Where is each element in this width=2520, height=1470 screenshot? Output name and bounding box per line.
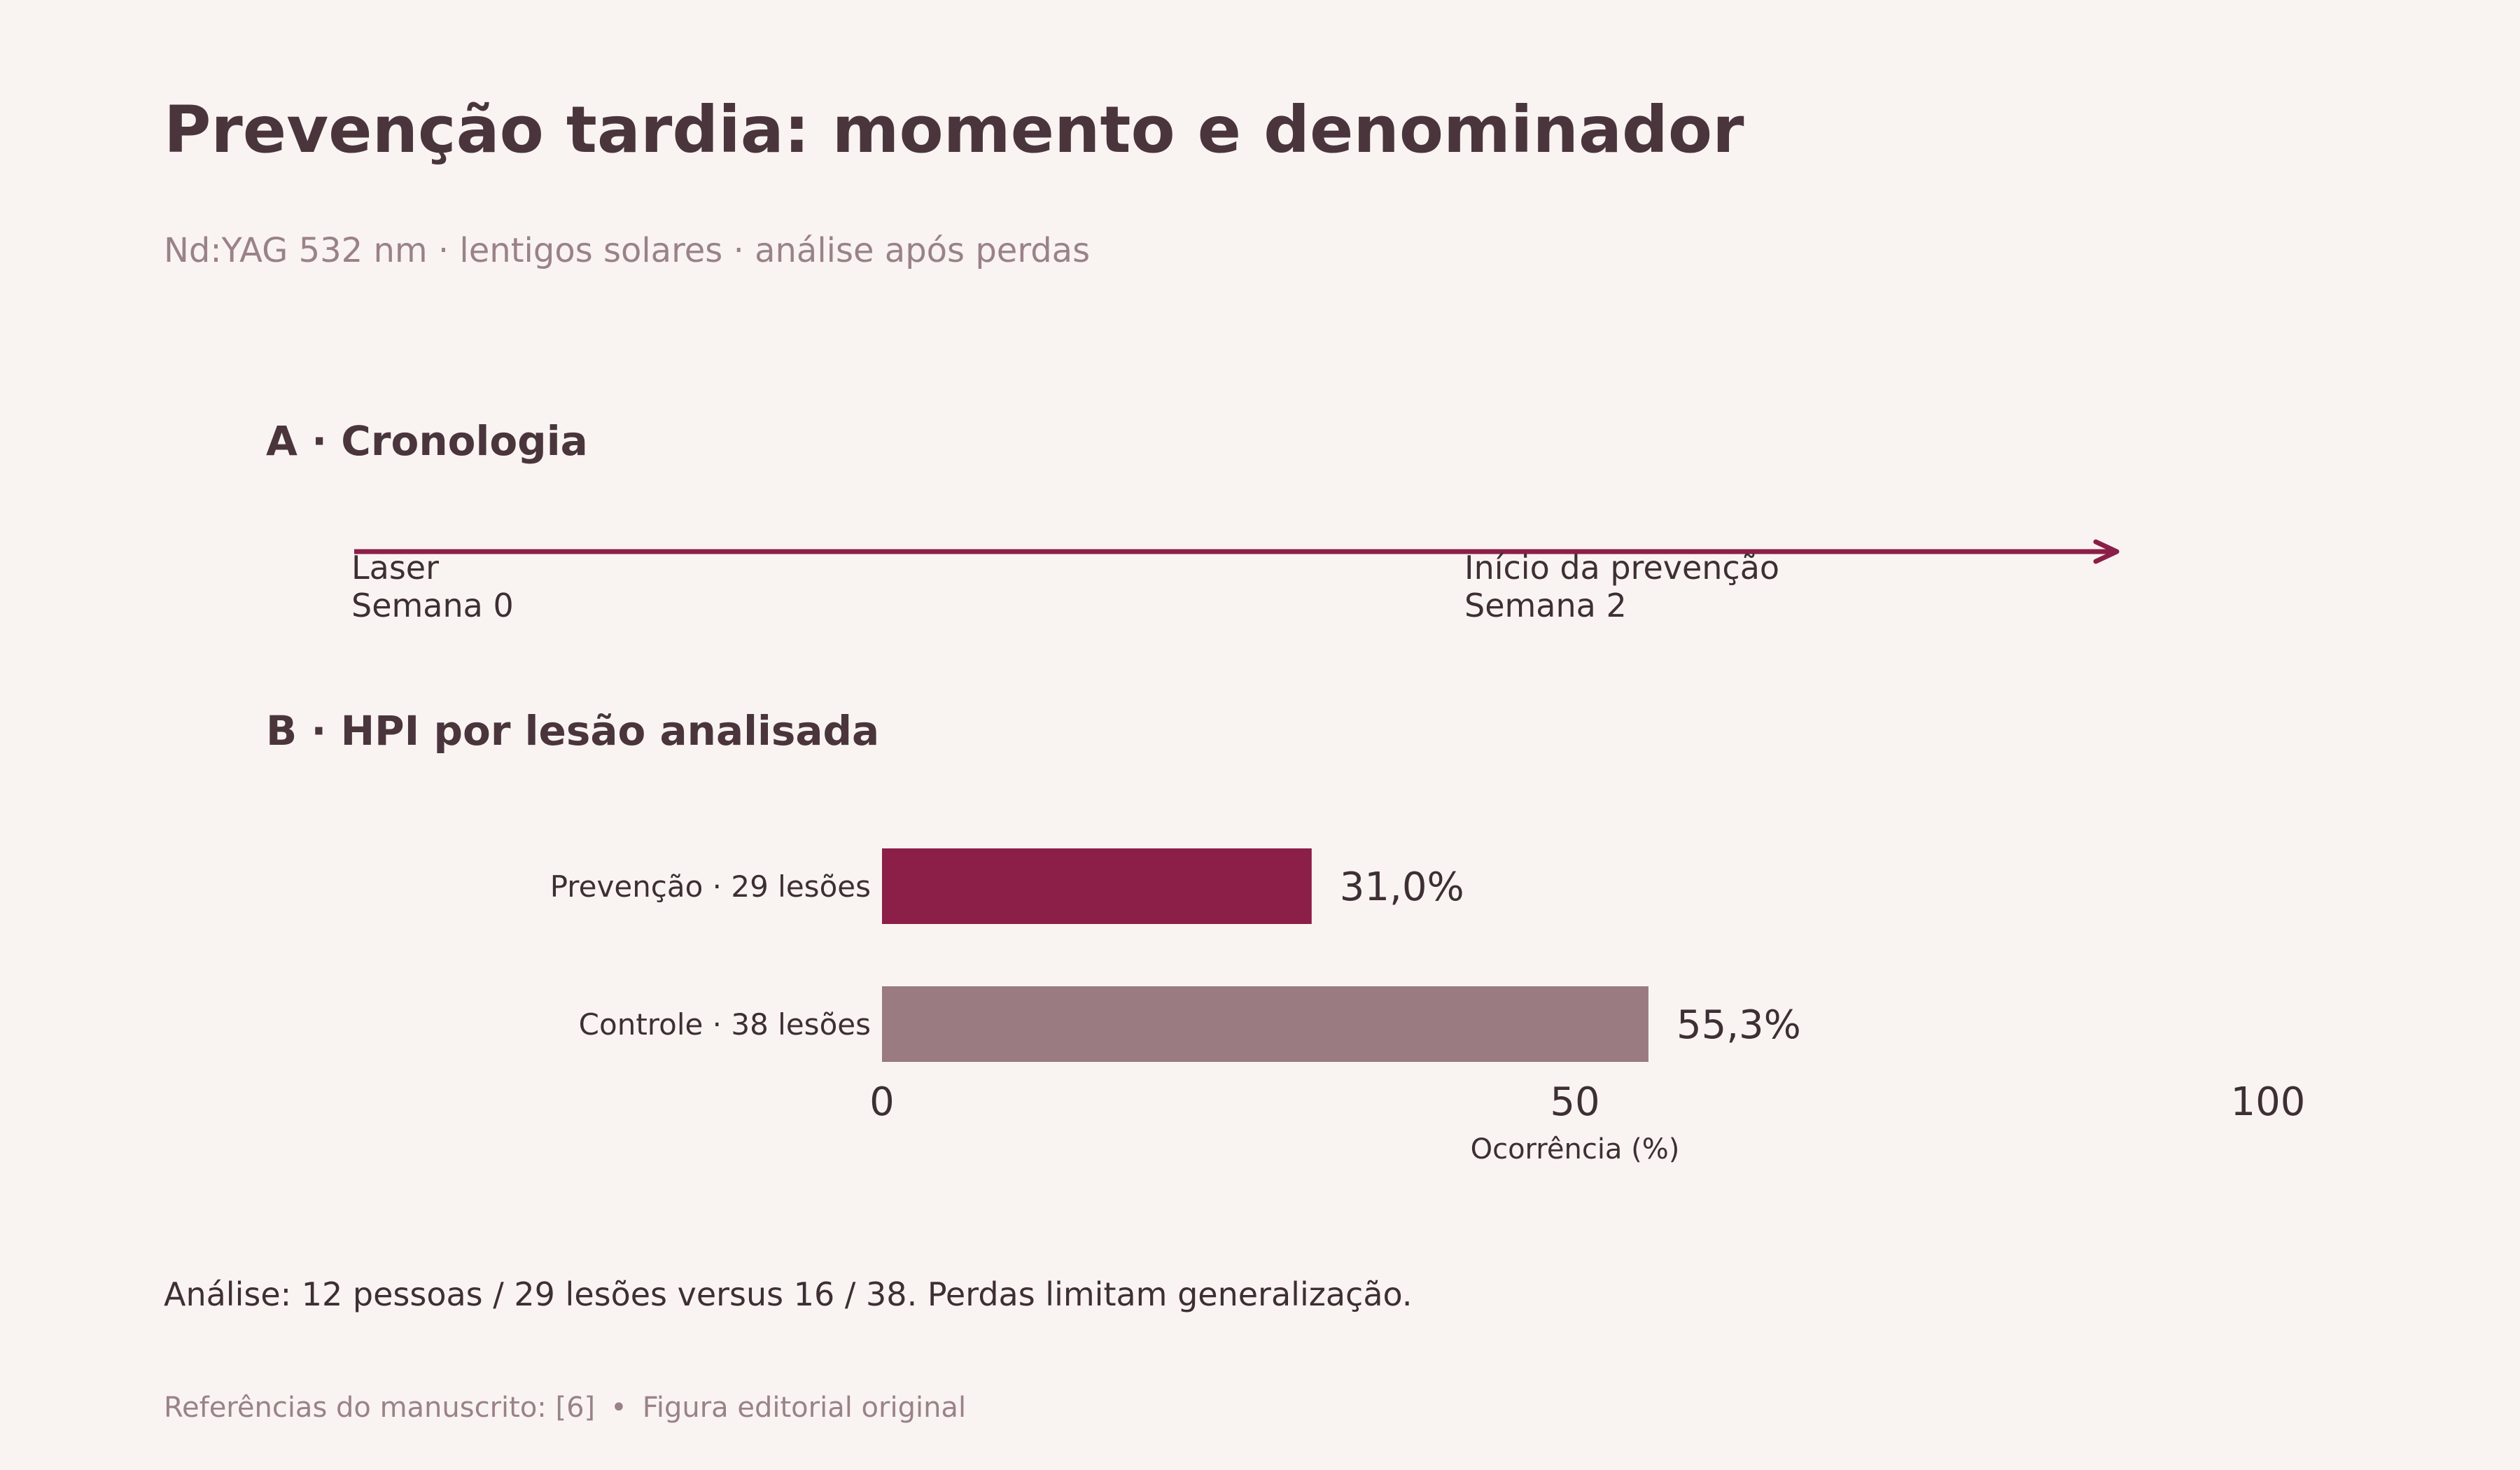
timeline-event-laser: Laser Semana 0 (351, 549, 514, 624)
x-tick-label: 50 (1550, 1079, 1600, 1125)
x-tick-label: 0 (869, 1079, 895, 1125)
page-subtitle: Nd:YAG 532 nm · lentigos solares · análi… (164, 231, 1091, 270)
footer-references: Referências do manuscrito: [6] (164, 1392, 596, 1424)
panel-b-title: B · HPI por lesão analisada (266, 707, 880, 755)
x-tick-label: 100 (2231, 1079, 2306, 1125)
page-title: Prevenção tardia: momento e denominador (164, 92, 1744, 167)
category-label: Controle · 38 lesões (579, 1007, 871, 1042)
bar (882, 986, 1648, 1062)
timeline-event-time: Semana 0 (351, 587, 514, 624)
x-axis-label: Ocorrência (%) (1471, 1133, 1680, 1166)
timeline-arrowhead (2093, 539, 2120, 564)
value-label: 31,0% (1340, 864, 1464, 910)
timeline-event-label: Laser (351, 549, 439, 587)
footer: Referências do manuscrito: [6] • Figura ed… (164, 1392, 966, 1424)
timeline-event-label: Início da prevenção (1464, 549, 1780, 587)
analysis-note: Análise: 12 pessoas / 29 lesões versus 1… (164, 1275, 1413, 1313)
value-label: 55,3% (1676, 1002, 1801, 1048)
bar (882, 848, 1312, 924)
category-label: Prevenção · 29 lesões (550, 869, 871, 904)
panel-a-title: A · Cronologia (266, 417, 588, 465)
footer-origin: Figura editorial original (642, 1392, 967, 1424)
timeline-event-time: Semana 2 (1464, 587, 1627, 624)
timeline-event-prevention-start: Início da prevenção Semana 2 (1464, 549, 1779, 624)
footer-separator: • (610, 1392, 627, 1424)
